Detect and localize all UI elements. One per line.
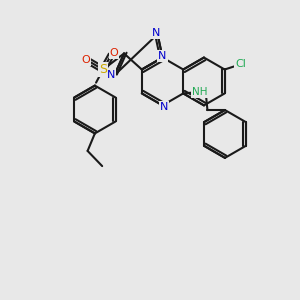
Text: O: O (110, 48, 118, 58)
Text: N: N (106, 70, 115, 80)
Text: S: S (99, 63, 107, 76)
Text: N: N (158, 51, 167, 62)
Text: NH: NH (191, 87, 207, 97)
Text: N: N (152, 28, 160, 38)
Text: Cl: Cl (235, 59, 246, 69)
Text: N: N (160, 102, 168, 112)
Text: O: O (81, 55, 90, 65)
